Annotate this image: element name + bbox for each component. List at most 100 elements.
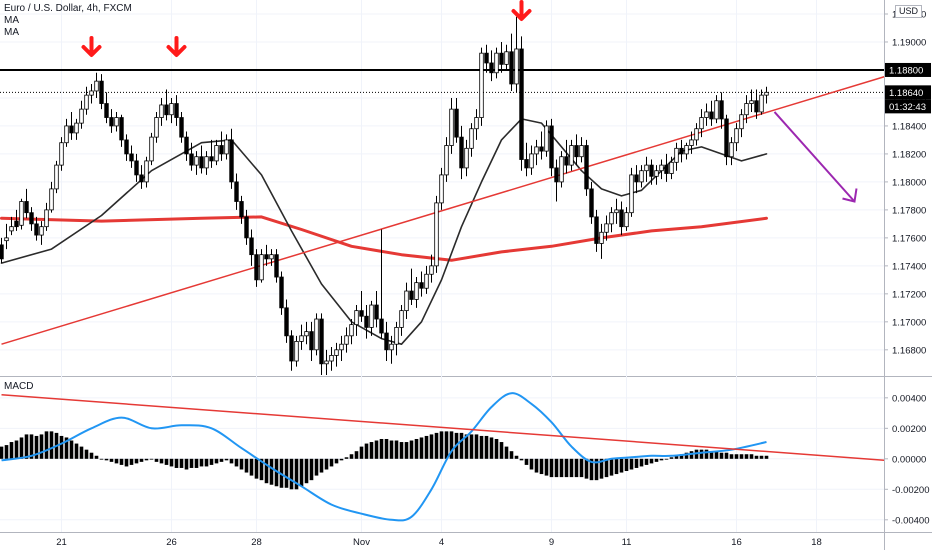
candle[interactable] [639,165,644,188]
macd-histogram-bar[interactable] [619,458,624,473]
candle[interactable] [99,74,104,110]
candle[interactable] [244,209,249,245]
macd-histogram-bar[interactable] [34,435,39,459]
macd-histogram-bar[interactable] [604,458,609,478]
macd-histogram-bar[interactable] [499,442,504,459]
candle[interactable] [544,120,549,157]
macd-histogram-bar[interactable] [644,458,649,465]
candle[interactable] [54,160,59,194]
macd-histogram-bar[interactable] [309,458,314,481]
candle[interactable] [374,291,379,328]
candle[interactable] [759,89,764,115]
candle[interactable] [764,86,769,104]
candle[interactable] [554,159,559,202]
candle[interactable] [329,347,334,371]
candle[interactable] [459,125,464,180]
candle[interactable] [174,95,179,126]
macd-histogram-bar[interactable] [124,458,129,467]
macd-histogram-bar[interactable] [209,458,214,465]
macd-histogram-bar[interactable] [649,458,654,464]
macd-histogram-bar[interactable] [639,458,644,467]
macd-histogram-bar[interactable] [474,434,479,459]
candle[interactable] [74,118,79,140]
macd-histogram-bar[interactable] [724,452,729,459]
candle[interactable] [699,109,704,138]
candle[interactable] [609,207,614,233]
projection-arrow-head[interactable] [842,188,858,203]
macd-histogram-bar[interactable] [519,458,524,461]
candle[interactable] [199,145,204,174]
candle[interactable] [744,95,749,124]
macd-histogram-bar[interactable] [479,435,484,459]
candle[interactable] [679,139,684,163]
candle[interactable] [124,134,129,161]
candle[interactable] [284,299,289,343]
candle[interactable] [279,271,284,315]
macd-histogram-bar[interactable] [374,440,379,459]
candle[interactable] [294,335,299,367]
macd-histogram-bar[interactable] [524,458,529,465]
macd-histogram-bar[interactable] [0,446,4,459]
macd-histogram-bar[interactable] [59,435,64,459]
candle[interactable] [179,111,184,143]
candle[interactable] [159,97,164,126]
candle[interactable] [624,207,629,231]
candle[interactable] [139,165,144,189]
macd-histogram-bar[interactable] [94,455,99,459]
candle[interactable] [269,249,274,266]
candle[interactable] [44,202,49,231]
macd-histogram-bar[interactable] [494,438,499,459]
macd-histogram-bar[interactable] [159,458,164,464]
candle[interactable] [584,139,589,196]
candle[interactable] [354,305,359,336]
macd-histogram-bar[interactable] [129,458,134,465]
macd-histogram-bar[interactable] [79,446,84,459]
macd-histogram-bar[interactable] [714,451,719,459]
macd-histogram-bar[interactable] [229,458,234,464]
candle[interactable] [559,151,564,188]
macd-histogram-bar[interactable] [149,458,154,460]
candle[interactable] [589,181,594,224]
candle[interactable] [209,139,214,168]
macd-histogram-bar[interactable] [389,440,394,459]
candle[interactable] [364,305,369,339]
macd-histogram-bar[interactable] [609,458,614,476]
candle[interactable] [569,139,574,171]
macd-histogram-bar[interactable] [219,458,224,462]
macd-histogram-bar[interactable] [589,458,594,481]
candle[interactable] [404,282,409,320]
macd-histogram-bar[interactable] [299,458,304,487]
macd-histogram-bar[interactable] [424,435,429,459]
macd-histogram-bar[interactable] [344,457,349,459]
macd-histogram-bar[interactable] [764,455,769,459]
macd-histogram-bar[interactable] [414,438,419,459]
macd-histogram-bar[interactable] [204,458,209,467]
candle[interactable] [379,229,384,339]
macd-histogram-bar[interactable] [214,458,219,464]
macd-histogram-bar[interactable] [489,437,494,459]
macd-histogram-bar[interactable] [359,446,364,459]
candle[interactable] [219,131,224,161]
macd-histogram-bar[interactable] [754,455,759,459]
candle[interactable] [349,319,354,345]
candle[interactable] [154,111,159,143]
candle[interactable] [114,111,119,132]
macd-histogram-bar[interactable] [144,458,149,461]
candle[interactable] [659,159,664,180]
candle[interactable] [319,313,324,375]
macd-histogram-bar[interactable] [759,455,764,459]
candle[interactable] [499,41,504,73]
macd-histogram-bar[interactable] [579,458,584,478]
current-price-tag[interactable]: 1.18640 [885,85,931,100]
candle[interactable] [184,131,189,161]
macd-histogram-bar[interactable] [369,442,374,459]
candle[interactable] [409,268,414,306]
macd-histogram-bar[interactable] [184,458,189,470]
candle[interactable] [204,151,209,175]
candle[interactable] [429,254,434,283]
candle[interactable] [549,118,554,177]
macd-histogram-bar[interactable] [264,458,269,484]
macd-histogram-bar[interactable] [684,452,689,459]
candle[interactable] [399,305,404,336]
macd-histogram-bar[interactable] [74,443,79,459]
